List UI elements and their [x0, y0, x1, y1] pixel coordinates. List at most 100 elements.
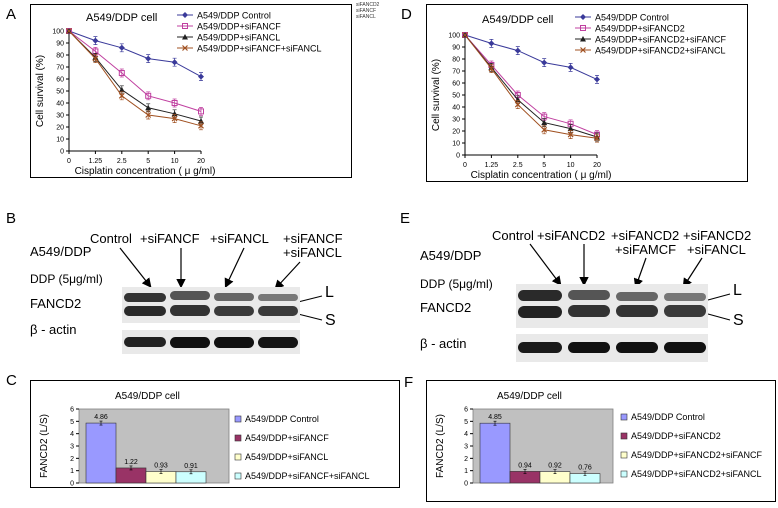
y-tick-label: 40 — [56, 101, 64, 108]
arrow-e-4 — [682, 257, 703, 289]
x-axis-label: Cisplatin concentration ( μ g/ml) — [471, 170, 612, 181]
line-chart-d-svg: A549/DDP cell 0 10 20 30 40 50 60 70 80 90 100 0 1.25… — [431, 13, 727, 182]
line-chart-a-svg: A549/DDP cell 0 10 20 30 40 50 60 70 80 90 100 0 1.25… — [35, 11, 322, 178]
legend-entry: A549/DDP Control — [595, 13, 669, 23]
blot-e-ddp-label: DDP (5μg/ml) — [420, 277, 493, 291]
series-line — [68, 30, 202, 122]
panel-letter-e: E — [400, 210, 411, 227]
x-tick-label: 1.25 — [89, 158, 103, 165]
y-tick-label: 30 — [56, 113, 64, 120]
error-bar — [583, 471, 587, 476]
arrow-b-3 — [224, 247, 245, 289]
bar-label: 4.86 — [94, 414, 108, 421]
bar-label: 0.93 — [154, 463, 168, 470]
y-tick-label: 0 — [456, 153, 460, 160]
legend-marker — [580, 36, 586, 42]
legend-entry: A549/DDP+siFANCD2+siFANCL — [631, 469, 762, 479]
bar-label: 0.91 — [184, 463, 198, 470]
blot-b-ddp-label: DDP (5μg/ml) — [30, 272, 103, 286]
y-tick-label: 30 — [452, 117, 460, 124]
bar-label: 0.76 — [578, 465, 592, 472]
legend-entry: A549/DDP+siFANCF — [245, 433, 329, 443]
legend-marker — [182, 12, 188, 18]
y-tick-label: 70 — [56, 65, 64, 72]
panel-letter-f: F — [404, 374, 414, 391]
data-point — [594, 135, 600, 142]
y-axis-label: FANCD2 (L/S) — [39, 414, 50, 478]
panel-letter-d: D — [401, 6, 412, 23]
arrow-b-4 — [274, 261, 301, 290]
legend-entry: A549/DDP+siFANCL — [197, 33, 280, 43]
lane-e-3-label-2: +siFAMCF — [615, 242, 677, 257]
error-bar — [129, 465, 133, 471]
bar-chart-f: A549/DDP cell 0 1 2 3 4 5 6 FANCD2 (L/S) 4.85 A549… — [426, 380, 776, 502]
blot-e-actin — [516, 334, 708, 362]
legend-marker — [580, 14, 586, 20]
data-point — [594, 76, 600, 83]
x-tick-label: 5 — [542, 162, 546, 169]
chart-title: A549/DDP cell — [482, 14, 553, 26]
data-point — [171, 115, 178, 122]
bar-1 — [479, 422, 511, 484]
legend-swatch — [620, 451, 628, 459]
legend-swatch — [234, 453, 242, 461]
lane-b-2-label: +siFANCF — [140, 231, 200, 246]
data-point — [488, 40, 495, 47]
arrow-b-1 — [119, 247, 152, 288]
y-tick-label: 20 — [452, 129, 460, 136]
data-point — [198, 122, 204, 129]
y-tick-label: 1 — [464, 468, 468, 475]
legend-swatch — [620, 470, 628, 478]
data-point — [567, 125, 574, 132]
bar-chart-c-svg: A549/DDP cell 0 1 2 3 4 5 6 FANCD2 (L/S) 4.86 A549… — [39, 391, 370, 488]
lane-e-2-label: +siFANCD2 — [537, 228, 606, 243]
y-tick-label: 6 — [464, 407, 468, 414]
y-tick-label: 5 — [464, 419, 468, 426]
y-tick-label: 10 — [452, 141, 460, 148]
legend-entry: A549/DDP+siFANCF+siFANCL — [197, 44, 322, 54]
series-line — [68, 30, 202, 112]
series-line — [464, 34, 598, 80]
data-point — [514, 47, 521, 54]
data-point — [514, 101, 521, 108]
y-tick-label: 4 — [464, 431, 468, 438]
legend-swatch — [234, 434, 242, 442]
x-tick-label: 2.5 — [117, 158, 127, 165]
y-tick-label: 2 — [70, 456, 74, 463]
legend-entry: A549/DDP+siFANCD2 — [631, 431, 721, 441]
legend-marker — [182, 34, 188, 40]
data-point — [541, 126, 548, 133]
y-tick-label: 5 — [70, 419, 74, 426]
pointer-e-s — [707, 313, 731, 321]
error-bar — [189, 469, 193, 475]
panel-letter-a: A — [6, 6, 17, 23]
y-tick-label: 0 — [464, 481, 468, 488]
panel-letter-b: B — [6, 210, 17, 227]
pointer-e-l — [707, 293, 731, 301]
lane-e-3-label: +siFANCD2 — [611, 228, 680, 243]
x-tick-label: 5 — [146, 158, 150, 165]
x-tick-label: 1.25 — [485, 162, 499, 169]
blot-b-cell-label: A549/DDP — [30, 244, 92, 259]
x-tick-label: 10 — [171, 158, 179, 165]
bar-label: 0.92 — [548, 463, 562, 470]
panel-letter-c: C — [6, 372, 17, 389]
side-note-3: siFANCL — [356, 14, 376, 20]
series-line — [464, 34, 598, 139]
y-tick-label: 1 — [70, 468, 74, 475]
legend-entry: A549/DDP+siFANCD2 — [595, 24, 685, 34]
blot-b-fancd2 — [122, 287, 300, 323]
y-tick-label: 3 — [70, 444, 74, 451]
band-s-label-b: S — [325, 312, 336, 329]
y-tick-label: 0 — [60, 149, 64, 156]
bar-label: 0.94 — [518, 462, 532, 469]
blot-e-cell-label: A549/DDP — [420, 248, 482, 263]
x-tick-label: 20 — [593, 162, 601, 169]
series-line — [68, 30, 202, 127]
series-line — [68, 30, 202, 78]
chart-title: A549/DDP cell — [497, 391, 562, 402]
y-tick-label: 100 — [448, 33, 460, 40]
side-note-2: siFANCF — [356, 8, 376, 14]
y-tick-label: 70 — [452, 69, 460, 76]
